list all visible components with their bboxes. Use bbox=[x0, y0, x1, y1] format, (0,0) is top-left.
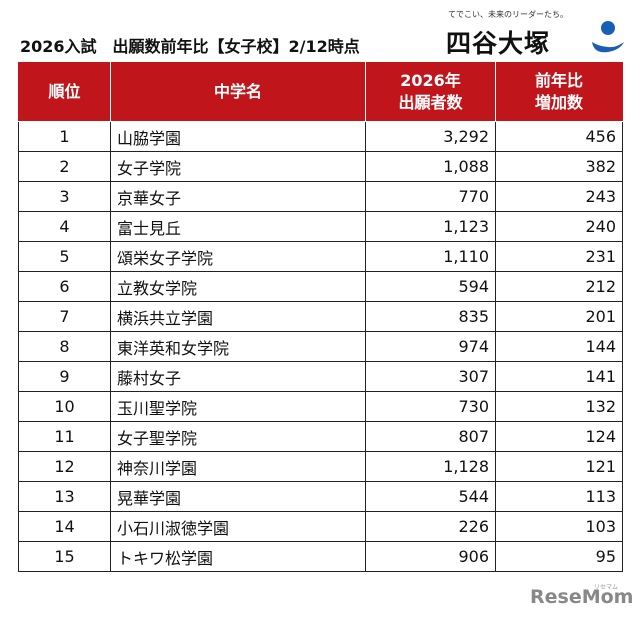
column-header: 前年比 増加数 bbox=[495, 62, 623, 122]
cell: 144 bbox=[495, 331, 623, 362]
cell: 544 bbox=[365, 481, 496, 512]
cell: 382 bbox=[495, 151, 623, 182]
cell: 7 bbox=[18, 301, 111, 332]
cell: 974 bbox=[365, 331, 496, 362]
cell: 山脇学園 bbox=[110, 121, 366, 152]
cell: 8 bbox=[18, 331, 111, 362]
table-row: 1 山脇学園 3,292 456 bbox=[18, 121, 623, 152]
cell: 456 bbox=[495, 121, 623, 152]
cell: 307 bbox=[365, 361, 496, 392]
table-row: 11 女子聖学院 807 124 bbox=[18, 421, 623, 452]
cell: 小石川淑徳学園 bbox=[110, 511, 366, 542]
cell: 3,292 bbox=[365, 121, 496, 152]
cell: 906 bbox=[365, 541, 496, 572]
table-row: 5 頌栄女子学院 1,110 231 bbox=[18, 241, 623, 272]
header-line: 増加数 bbox=[534, 92, 583, 112]
cell: 1,123 bbox=[365, 211, 496, 242]
cell: 11 bbox=[18, 421, 111, 452]
cell: 9 bbox=[18, 361, 111, 392]
cell: 女子学院 bbox=[110, 151, 366, 182]
cell: 141 bbox=[495, 361, 623, 392]
cell: 594 bbox=[365, 271, 496, 302]
cell: 玉川聖学院 bbox=[110, 391, 366, 422]
brand: ReseMom bbox=[530, 586, 634, 608]
brand-kana: リセマム bbox=[594, 584, 619, 591]
cell: 頌栄女子学院 bbox=[110, 241, 366, 272]
cell: 富士見丘 bbox=[110, 211, 366, 242]
header-line: 中学名 bbox=[213, 81, 262, 101]
table-row: 7 横浜共立学園 835 201 bbox=[18, 301, 623, 332]
table-row: 9 藤村女子 307 141 bbox=[18, 361, 623, 392]
cell: 1 bbox=[18, 121, 111, 152]
cell: 770 bbox=[365, 181, 496, 212]
table-row: 3 京華女子 770 243 bbox=[18, 181, 623, 212]
cell: 1,128 bbox=[365, 451, 496, 482]
cell: 124 bbox=[495, 421, 623, 452]
cell: 201 bbox=[495, 301, 623, 332]
cell: 14 bbox=[18, 511, 111, 542]
cell: 神奈川学園 bbox=[110, 451, 366, 482]
ranking-table: 順位 中学名 2026年 出願者数 前年比 増加数 1 山脇学園 3,292 456 2 女子学院 1… bbox=[18, 62, 623, 572]
cell: 807 bbox=[365, 421, 496, 452]
table-body: 1 山脇学園 3,292 456 2 女子学院 1,088 382 3 京華女子 770 243 4 富士… bbox=[18, 121, 623, 572]
cell: 12 bbox=[18, 451, 111, 482]
cell: 京華女子 bbox=[110, 181, 366, 212]
column-header: 中学名 bbox=[110, 62, 366, 122]
column-header: 順位 bbox=[18, 62, 111, 122]
cell: 1,110 bbox=[365, 241, 496, 272]
cell: 835 bbox=[365, 301, 496, 332]
table-row: 12 神奈川学園 1,128 121 bbox=[18, 451, 623, 482]
title: 2026入試 出願数前年比【女子校】2/12時点 bbox=[20, 37, 360, 56]
table-row: 8 東洋英和女学院 974 144 bbox=[18, 331, 623, 362]
header-line: 順位 bbox=[48, 81, 81, 101]
cell: 113 bbox=[495, 481, 623, 512]
cell: 6 bbox=[18, 271, 111, 302]
table-row: 13 晃華学園 544 113 bbox=[18, 481, 623, 512]
cell: 231 bbox=[495, 241, 623, 272]
cell: 103 bbox=[495, 511, 623, 542]
table-row: 15 トキワ松学園 906 95 bbox=[18, 541, 623, 572]
cell: 5 bbox=[18, 241, 111, 272]
cell: 晃華学園 bbox=[110, 481, 366, 512]
logo-name: 四谷大塚 bbox=[446, 29, 551, 58]
cell: トキワ松学園 bbox=[110, 541, 366, 572]
cell: 132 bbox=[495, 391, 623, 422]
logo-icon bbox=[592, 21, 624, 53]
header-line: 2026年 bbox=[400, 70, 461, 90]
cell: 4 bbox=[18, 211, 111, 242]
cell: 10 bbox=[18, 391, 111, 422]
cell: 女子聖学院 bbox=[110, 421, 366, 452]
cell: 藤村女子 bbox=[110, 361, 366, 392]
cell: 3 bbox=[18, 181, 111, 212]
cell: 95 bbox=[495, 541, 623, 572]
table-row: 10 玉川聖学院 730 132 bbox=[18, 391, 623, 422]
cell: 1,088 bbox=[365, 151, 496, 182]
cell: 13 bbox=[18, 481, 111, 512]
table-row: 6 立教女学院 594 212 bbox=[18, 271, 623, 302]
cell: 212 bbox=[495, 271, 623, 302]
cell: 15 bbox=[18, 541, 111, 572]
header-line: 出願者数 bbox=[398, 92, 463, 112]
table-row: 4 富士見丘 1,123 240 bbox=[18, 211, 623, 242]
logo-tagline: てでこい、未来のリーダーたち。 bbox=[448, 10, 568, 19]
cell: 243 bbox=[495, 181, 623, 212]
cell: 横浜共立学園 bbox=[110, 301, 366, 332]
header-line: 前年比 bbox=[534, 70, 583, 90]
table-row: 2 女子学院 1,088 382 bbox=[18, 151, 623, 182]
table-row: 14 小石川淑徳学園 226 103 bbox=[18, 511, 623, 542]
cell: 立教女学院 bbox=[110, 271, 366, 302]
column-header: 2026年 出願者数 bbox=[365, 62, 496, 122]
header-row: 順位 中学名 2026年 出願者数 前年比 増加数 bbox=[18, 62, 623, 122]
cell: 226 bbox=[365, 511, 496, 542]
cell: 2 bbox=[18, 151, 111, 182]
cell: 東洋英和女学院 bbox=[110, 331, 366, 362]
cell: 730 bbox=[365, 391, 496, 422]
cell: 240 bbox=[495, 211, 623, 242]
cell: 121 bbox=[495, 451, 623, 482]
